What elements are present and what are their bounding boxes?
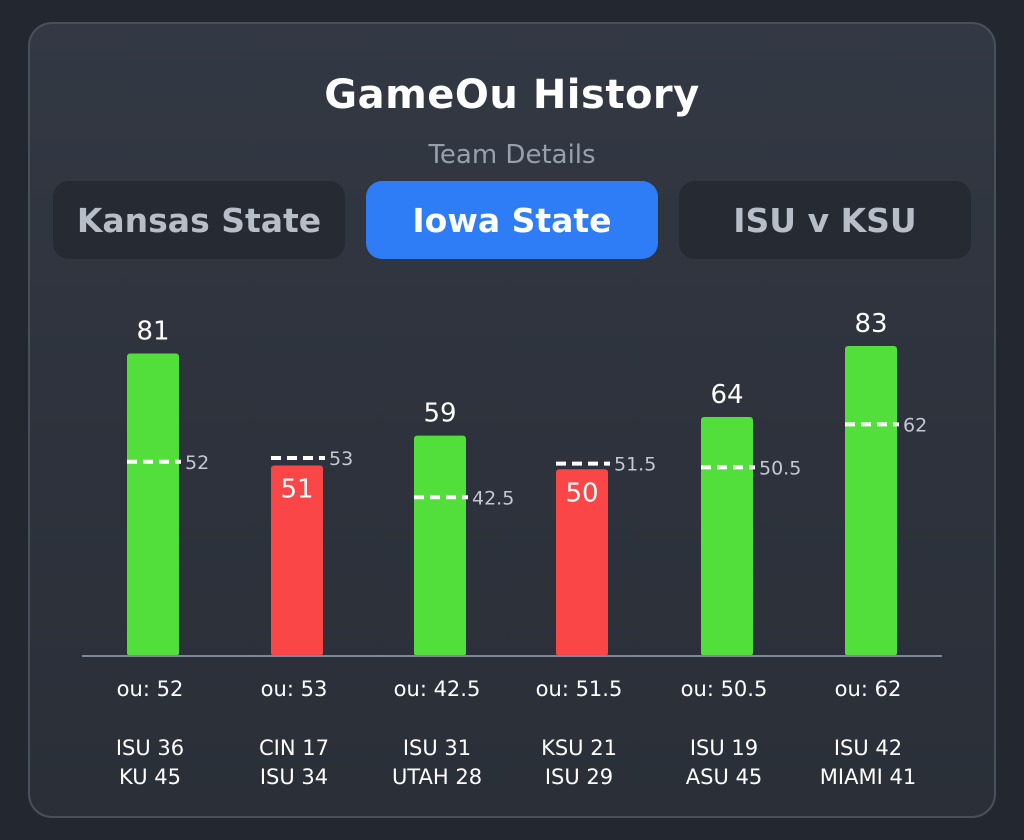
game-score-line1-1: ISU 36	[116, 736, 184, 760]
tab-isu-v-ksu[interactable]: ISU v KSU	[679, 181, 971, 259]
game-score-line2-6: MIAMI 41	[820, 765, 916, 789]
game-score-line2-4: ISU 29	[545, 765, 613, 789]
game-score-line1-4: KSU 21	[541, 736, 617, 760]
game-score-line2-1: KU 45	[119, 765, 181, 789]
game-score-line2-5: ASU 45	[686, 765, 762, 789]
game-score-line2-3: UTAH 28	[392, 765, 482, 789]
bar-5	[701, 416, 753, 656]
bar-value-label-2: 51	[280, 475, 313, 505]
bar-value-label-1: 81	[136, 316, 169, 346]
page-subtitle: Team Details	[428, 140, 596, 170]
game-score-line1-6: ISU 42	[834, 736, 902, 760]
ou-category-label-3: ou: 42.5	[394, 677, 481, 701]
game-score-line2-2: ISU 34	[260, 765, 328, 789]
ou-category-label-6: ou: 62	[835, 677, 902, 701]
tab-iowa-state[interactable]: Iowa State	[366, 181, 658, 259]
ou-category-label-5: ou: 50.5	[681, 677, 768, 701]
page-title: GameOu History	[324, 72, 700, 118]
bar-3	[414, 435, 466, 656]
bar-2	[271, 465, 323, 656]
bar-value-label-3: 59	[423, 399, 456, 429]
game-ou-card: GameOu History Team Details	[28, 22, 996, 818]
bar-1	[127, 353, 179, 656]
bar-6	[845, 346, 897, 656]
game-score-line1-3: ISU 31	[403, 736, 471, 760]
ou-line-label-3: 42.5	[472, 487, 514, 509]
game-score-line1-5: ISU 19	[690, 736, 758, 760]
bar-value-label-5: 64	[710, 380, 743, 410]
tab-kansas-state[interactable]: Kansas State	[53, 181, 345, 259]
ou-category-label-1: ou: 52	[117, 677, 184, 701]
ou-line-label-6: 62	[903, 414, 927, 436]
ou-line-label-4: 51.5	[614, 454, 656, 476]
ou-line-label-2: 53	[329, 448, 353, 470]
ou-line-label-5: 50.5	[759, 457, 801, 479]
bar-4	[556, 469, 608, 656]
game-score-line1-2: CIN 17	[259, 736, 329, 760]
bar-value-label-6: 83	[854, 309, 887, 339]
ou-category-label-4: ou: 51.5	[536, 677, 623, 701]
bar-value-label-4: 50	[565, 478, 598, 508]
ou-line-label-1: 52	[185, 452, 209, 474]
ou-category-label-2: ou: 53	[261, 677, 328, 701]
